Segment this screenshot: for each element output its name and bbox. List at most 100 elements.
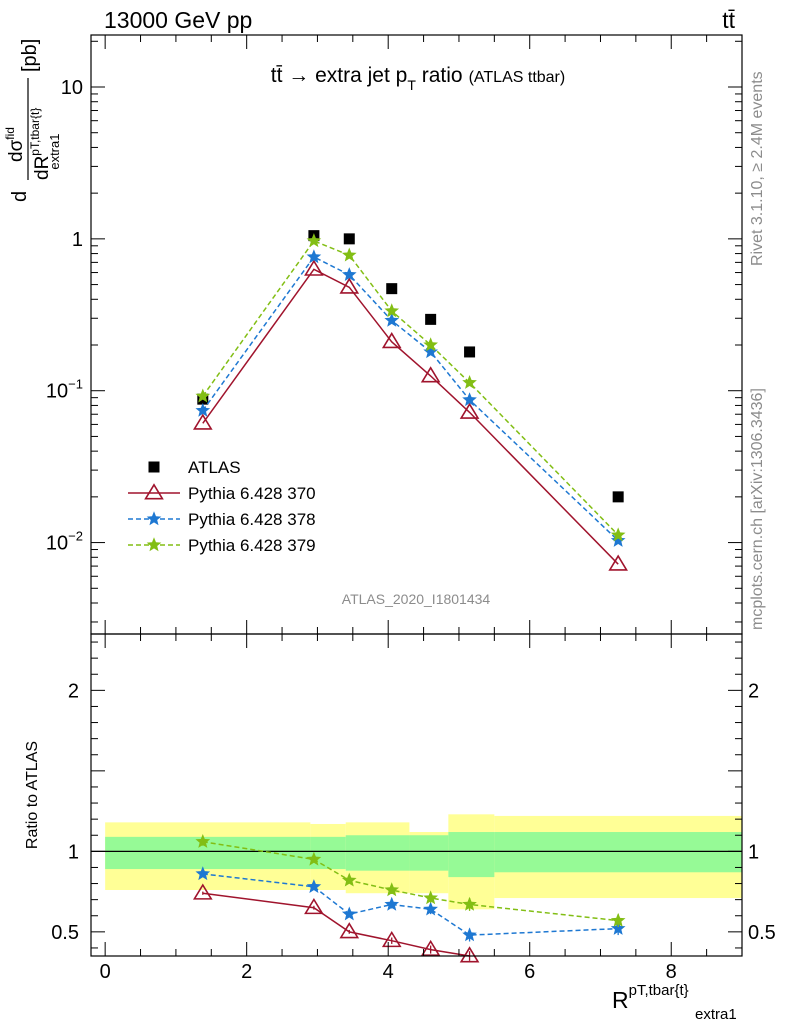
legend: ATLAS Pythia 6.428 370 Pythia 6.428 378 Pyt… (128, 458, 316, 555)
ratio-point (339, 922, 360, 939)
data-point (192, 413, 213, 430)
data-point (462, 374, 477, 389)
ratio-point (341, 906, 357, 921)
data-point (339, 277, 360, 294)
ratio-point (195, 833, 211, 848)
legend-entry: Pythia 6.428 378 (128, 510, 316, 529)
data-point (425, 313, 437, 325)
ratio-point (381, 930, 402, 948)
x-tick-label: 2 (241, 961, 252, 983)
data-point (612, 491, 624, 503)
data-point (459, 402, 480, 419)
legend-label: Pythia 6.428 370 (188, 484, 316, 503)
series-pythia-6-428-379 (195, 233, 626, 542)
ratio-y-tick-label: 1 (68, 841, 79, 863)
y-label-prefix: d (9, 191, 31, 202)
y-label-numerator-sup: fid (3, 127, 17, 140)
ratio-y-tick-label-right: 0.5 (748, 922, 776, 944)
y-axis-label: d dσfid dRpT,tbar{t} extra1 [pb] (3, 39, 62, 202)
svg-text:tt̄ → extra jet pT ratio(ATLAS: tt̄ → extra jet pT ratio (ATLAS ttbar) (271, 64, 565, 93)
y-tick-label: 1 (72, 229, 83, 251)
series-pythia-6-428-370 (192, 259, 628, 571)
ratio-point (306, 879, 322, 893)
y-tick-label: 10−1 (46, 377, 83, 403)
data-point (464, 346, 476, 358)
green-band (448, 832, 495, 878)
legend-marker (146, 511, 162, 526)
y-label-unit: [pb] (19, 39, 41, 72)
process-label: tt̄ (722, 7, 735, 33)
legend-entry: ATLAS (148, 458, 241, 477)
data-point (341, 247, 357, 262)
ratio-point (420, 939, 441, 957)
y-label-denominator: dR (32, 156, 53, 180)
ratio-series-pythia-6-428-379 (195, 833, 626, 928)
data-point (195, 388, 211, 403)
data-point (381, 332, 402, 349)
x-tick-label: 0 (100, 961, 111, 983)
ratio-panel: 0.5 0.5 1 1 2 2 0 2 4 6 8 Ratio to ATLAS RpT,tbar{… (24, 633, 776, 1023)
ratio-point (384, 896, 400, 911)
data-point (423, 344, 438, 359)
green-band (409, 835, 449, 871)
svg-text:d: d (9, 191, 31, 202)
data-point (195, 402, 211, 417)
ratio-y-tick-label: 0.5 (51, 922, 79, 944)
green-band (494, 832, 742, 873)
data-point (341, 267, 357, 282)
x-tick-label: 8 (666, 961, 677, 983)
ratio-point (462, 896, 477, 911)
chart-title-main: tt̄ → extra jet p (271, 64, 408, 87)
data-point (384, 312, 400, 327)
y-label-numerator: dσ (6, 139, 27, 162)
legend-marker (144, 483, 164, 500)
green-band (105, 836, 311, 870)
x-tick-label: 6 (524, 961, 535, 983)
data-point (610, 532, 626, 547)
energy-label: 13000 GeV pp (104, 7, 252, 33)
ratio-series-pythia-6-428-378 (195, 866, 626, 942)
green-band (310, 836, 346, 870)
x-label-sub: extra1 (695, 1006, 737, 1023)
ratio-point (304, 897, 324, 915)
ratio-point (459, 946, 480, 963)
ratio-y-tick-label: 2 (68, 680, 79, 702)
y-tick-label: 10 (61, 77, 83, 99)
data-point (386, 283, 398, 295)
legend-marker (146, 537, 162, 552)
ratio-point (610, 920, 626, 935)
data-point (420, 366, 441, 383)
ratio-point (610, 912, 626, 927)
series-pythia-6-428-378 (195, 249, 626, 547)
x-axis-label: RpT,tbar{t} extra1 (612, 982, 737, 1023)
data-point (608, 554, 628, 571)
legend-label: Pythia 6.428 379 (188, 536, 316, 555)
ratio-frame (90, 633, 743, 957)
y-label-denominator-sup: pT,tbar{t} (28, 108, 42, 156)
ratio-point (341, 872, 357, 887)
svg-text:dRpT,tbar{t}extra1: dRpT,tbar{t} extra1 (28, 108, 62, 180)
chart-title-small: (ATLAS ttbar) (469, 69, 566, 86)
series-line (202, 268, 619, 565)
ratio-line (202, 892, 470, 957)
main-panel: tt̄ → extra jet pT ratio (ATLAS ttbar) d … (3, 34, 743, 635)
chart-title-rest: ratio (416, 64, 463, 87)
data-point (304, 259, 324, 276)
x-label-sup: pT,tbar{t} (629, 982, 689, 999)
ratio-point (306, 851, 322, 866)
rivet-label: Rivet 3.1.10, ≥ 2.4M events (749, 71, 766, 266)
legend-entry: Pythia 6.428 370 (128, 483, 316, 503)
ratio-point (192, 883, 213, 900)
y-tick-label: 10−2 (46, 529, 83, 555)
x-label-main: R (612, 987, 629, 1013)
ratio-point (423, 901, 438, 916)
data-point (384, 303, 400, 318)
legend-label: Pythia 6.428 378 (188, 510, 316, 529)
svg-text:[pb]: [pb] (19, 39, 41, 72)
legend-marker (148, 461, 160, 473)
legend-label: ATLAS (188, 458, 241, 477)
uncertainty-bands (91, 814, 742, 910)
ratio-point (195, 866, 211, 881)
data-point (343, 233, 355, 245)
x-tick-label: 4 (383, 961, 394, 983)
